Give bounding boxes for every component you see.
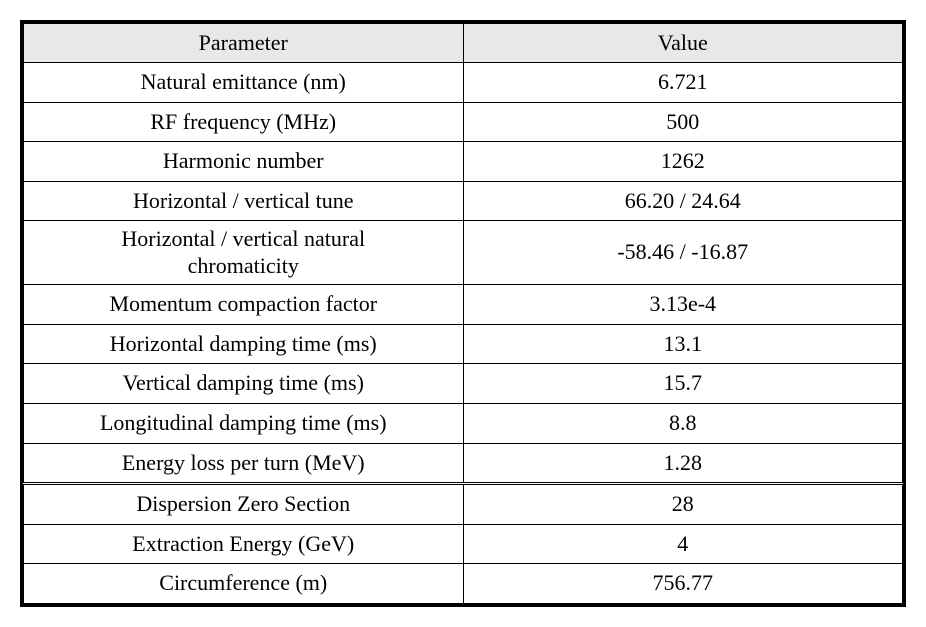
table-row: Harmonic number1262 [24,142,903,182]
table-row: Dispersion Zero Section28 [24,484,903,525]
parameter-cell: Extraction Energy (GeV) [24,524,464,564]
parameters-table: Parameter Value Natural emittance (nm)6.… [23,23,903,604]
parameter-cell: RF frequency (MHz) [24,102,464,142]
table-row: Energy loss per turn (MeV)1.28 [24,443,903,484]
value-cell: 3.13e-4 [463,285,903,325]
table-row: Horizontal / vertical naturalchromaticit… [24,221,903,285]
value-cell: 6.721 [463,63,903,103]
table-header-row: Parameter Value [24,24,903,63]
value-cell: 66.20 / 24.64 [463,181,903,221]
parameter-cell: Natural emittance (nm) [24,63,464,103]
parameter-cell: Horizontal / vertical tune [24,181,464,221]
value-cell: 1262 [463,142,903,182]
table-row: Extraction Energy (GeV)4 [24,524,903,564]
table-row: Natural emittance (nm)6.721 [24,63,903,103]
parameter-cell: Vertical damping time (ms) [24,364,464,404]
value-cell: 1.28 [463,443,903,484]
parameter-cell: Momentum compaction factor [24,285,464,325]
table-row: Momentum compaction factor3.13e-4 [24,285,903,325]
value-cell: 4 [463,524,903,564]
parameter-cell: Longitudinal damping time (ms) [24,403,464,443]
table-row: Vertical damping time (ms)15.7 [24,364,903,404]
value-cell: 28 [463,484,903,525]
parameter-cell: Dispersion Zero Section [24,484,464,525]
table-body: Natural emittance (nm)6.721RF frequency … [24,63,903,604]
value-cell: 756.77 [463,564,903,604]
header-value: Value [463,24,903,63]
value-cell: 13.1 [463,324,903,364]
parameter-cell: Circumference (m) [24,564,464,604]
table-row: Longitudinal damping time (ms)8.8 [24,403,903,443]
header-parameter: Parameter [24,24,464,63]
table-row: RF frequency (MHz)500 [24,102,903,142]
value-cell: 500 [463,102,903,142]
parameter-cell: Harmonic number [24,142,464,182]
table-row: Circumference (m)756.77 [24,564,903,604]
value-cell: 8.8 [463,403,903,443]
value-cell: -58.46 / -16.87 [463,221,903,285]
table-row: Horizontal damping time (ms)13.1 [24,324,903,364]
parameter-cell: Horizontal / vertical naturalchromaticit… [24,221,464,285]
parameter-cell: Horizontal damping time (ms) [24,324,464,364]
value-cell: 15.7 [463,364,903,404]
parameter-cell: Energy loss per turn (MeV) [24,443,464,484]
table-row: Horizontal / vertical tune66.20 / 24.64 [24,181,903,221]
parameters-table-container: Parameter Value Natural emittance (nm)6.… [20,20,906,607]
